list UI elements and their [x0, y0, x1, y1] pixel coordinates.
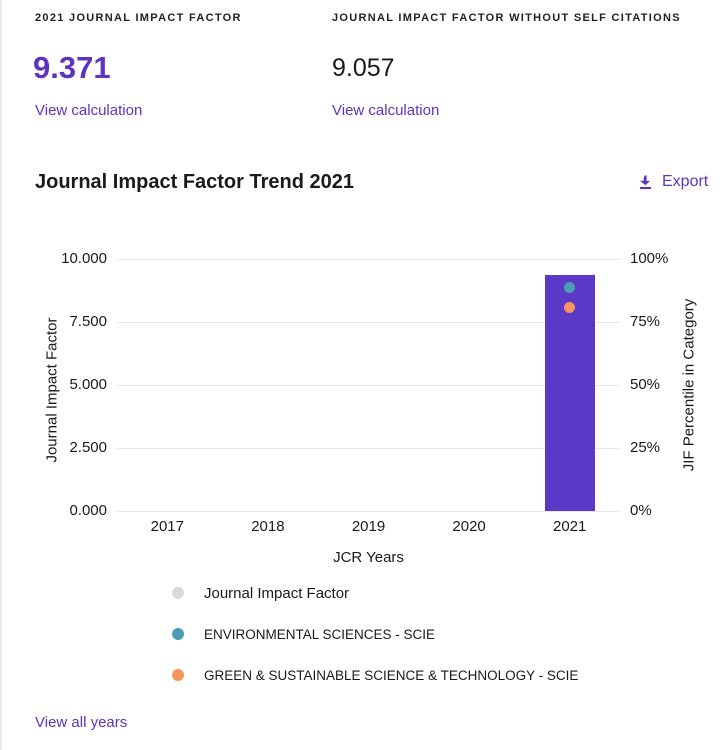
view-all-years-link[interactable]: View all years	[35, 714, 128, 731]
download-icon	[638, 175, 653, 190]
trend-section-title: Journal Impact Factor Trend 2021	[35, 171, 354, 193]
legend-item-label: GREEN & SUSTAINABLE SCIENCE & TECHNOLOGY…	[204, 667, 579, 683]
export-button[interactable]: Export	[638, 173, 708, 191]
legend-item-journal-impact-factor: Journal Impact Factor	[172, 583, 578, 603]
jif-value: 9.371	[33, 50, 111, 85]
legend-item-label: Journal Impact Factor	[204, 584, 350, 602]
export-button-label: Export	[662, 173, 709, 190]
x-axis-tick-2021: 2021	[553, 518, 587, 535]
jif-metric-label: 2021 JOURNAL IMPACT FACTOR	[35, 12, 242, 24]
view-calculation-link-no-self-citations[interactable]: View calculation	[332, 102, 440, 119]
y-axis-tick-left: 10.000	[61, 250, 107, 267]
legend-dot-icon	[172, 587, 184, 599]
y-axis-tick-right: 25%	[630, 439, 661, 456]
legend-item-environmental-sciences-scie: ENVIRONMENTAL SCIENCES - SCIE	[172, 624, 578, 644]
x-axis-ticks: 2017 2018 2019 2020 2021	[117, 518, 620, 536]
x-axis-title: JCR Years	[333, 549, 404, 566]
x-axis-tick-2019: 2019	[351, 518, 386, 535]
legend-dot-icon	[172, 628, 184, 640]
y-axis-tick-right: 0%	[630, 502, 652, 519]
x-axis-tick-2020: 2020	[452, 518, 486, 535]
bar-journal-impact-factor-2021[interactable]	[544, 274, 595, 511]
x-axis-tick-2018: 2018	[251, 518, 285, 535]
view-calculation-link-jif[interactable]: View calculation	[35, 102, 143, 119]
jif-no-self-citations-value: 9.057	[332, 54, 395, 82]
y-axis-tick-left: 7.500	[69, 313, 107, 330]
y-axis-tick-right: 75%	[630, 313, 661, 330]
chart-plot-area	[117, 258, 620, 512]
gridline	[117, 510, 620, 512]
chart-legend: Journal Impact Factor ENVIRONMENTAL SCIEN…	[172, 583, 578, 706]
gridline	[117, 258, 620, 260]
legend-item-label: ENVIRONMENTAL SCIENCES - SCIE	[204, 626, 436, 642]
y-axis-ticks-left: 10.000 7.500 5.000 2.500 0.000	[2, 250, 107, 519]
jif-no-self-citations-label: JOURNAL IMPACT FACTOR WITHOUT SELF CITAT…	[332, 12, 681, 24]
dot-green-sustainable-science-technology-scie[interactable]	[564, 302, 576, 314]
y-axis-ticks-right: 100% 75% 50% 25% 0%	[630, 250, 720, 519]
y-axis-tick-left: 5.000	[69, 376, 107, 393]
y-axis-tick-right: 50%	[630, 376, 661, 393]
y-axis-tick-right: 100%	[630, 250, 669, 267]
gridline	[117, 321, 620, 323]
dot-environmental-sciences-scie[interactable]	[564, 282, 576, 294]
y-axis-tick-left: 0.000	[69, 502, 107, 519]
gridline	[117, 384, 620, 386]
legend-dot-icon	[172, 669, 184, 681]
gridline	[117, 447, 620, 449]
x-axis-tick-2017: 2017	[150, 518, 184, 535]
y-axis-tick-left: 2.500	[69, 439, 107, 456]
legend-item-green-sustainable-science-technology-scie: GREEN & SUSTAINABLE SCIENCE & TECHNOLOGY…	[172, 665, 578, 685]
